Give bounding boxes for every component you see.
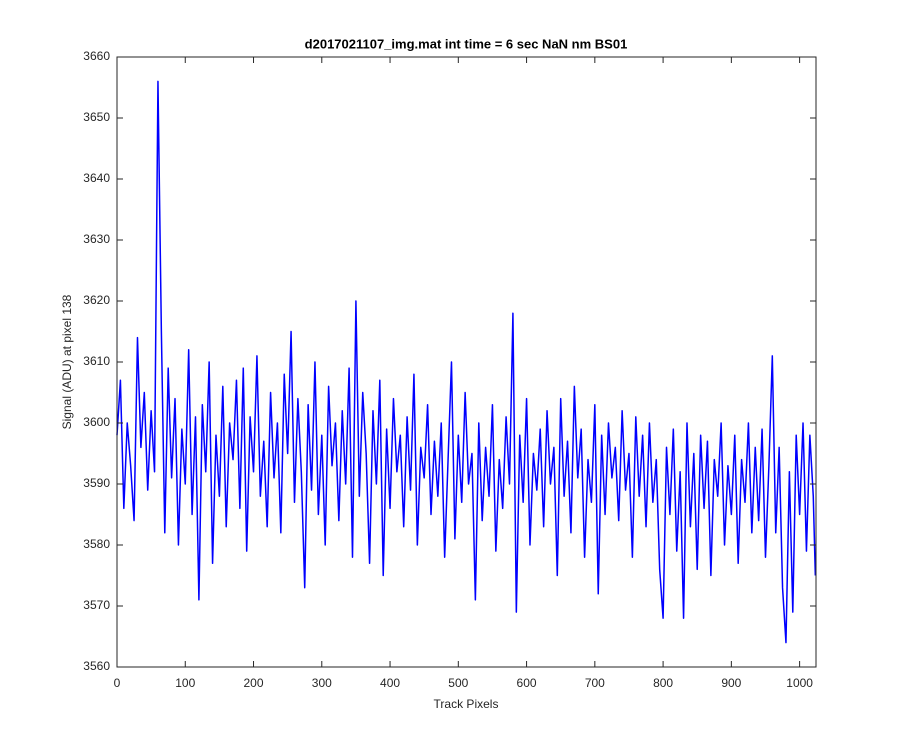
x-tick-label: 900 [721, 676, 741, 690]
x-tick-label: 400 [380, 676, 400, 690]
x-tick-label: 500 [448, 676, 468, 690]
y-tick-label: 3640 [83, 171, 110, 185]
chart-title: d2017021107_img.mat int time = 6 sec NaN… [305, 36, 628, 51]
x-tick-label: 0 [114, 676, 121, 690]
x-tick-label: 1000 [786, 676, 813, 690]
y-tick-label: 3650 [83, 110, 110, 124]
y-tick-label: 3570 [83, 598, 110, 612]
y-tick-label: 3600 [83, 415, 110, 429]
x-tick-label: 800 [653, 676, 673, 690]
data-line [116, 80, 817, 644]
y-tick-label: 3610 [83, 354, 110, 368]
x-tick-label: 300 [312, 676, 332, 690]
y-tick-label: 3590 [83, 476, 110, 490]
y-tick-label: 3560 [83, 659, 110, 673]
x-tick-label: 200 [244, 676, 264, 690]
y-tick-label: 3660 [83, 49, 110, 63]
y-tick-label: 3630 [83, 232, 110, 246]
y-axis-label: Signal (ADU) at pixel 138 [60, 294, 74, 429]
y-tick-label: 3620 [83, 293, 110, 307]
x-tick-label: 700 [585, 676, 605, 690]
x-axis-label: Track Pixels [434, 697, 499, 711]
y-tick-label: 3580 [83, 537, 110, 551]
x-tick-label: 600 [517, 676, 537, 690]
plot-frame [116, 56, 817, 668]
x-tick-label: 100 [175, 676, 195, 690]
